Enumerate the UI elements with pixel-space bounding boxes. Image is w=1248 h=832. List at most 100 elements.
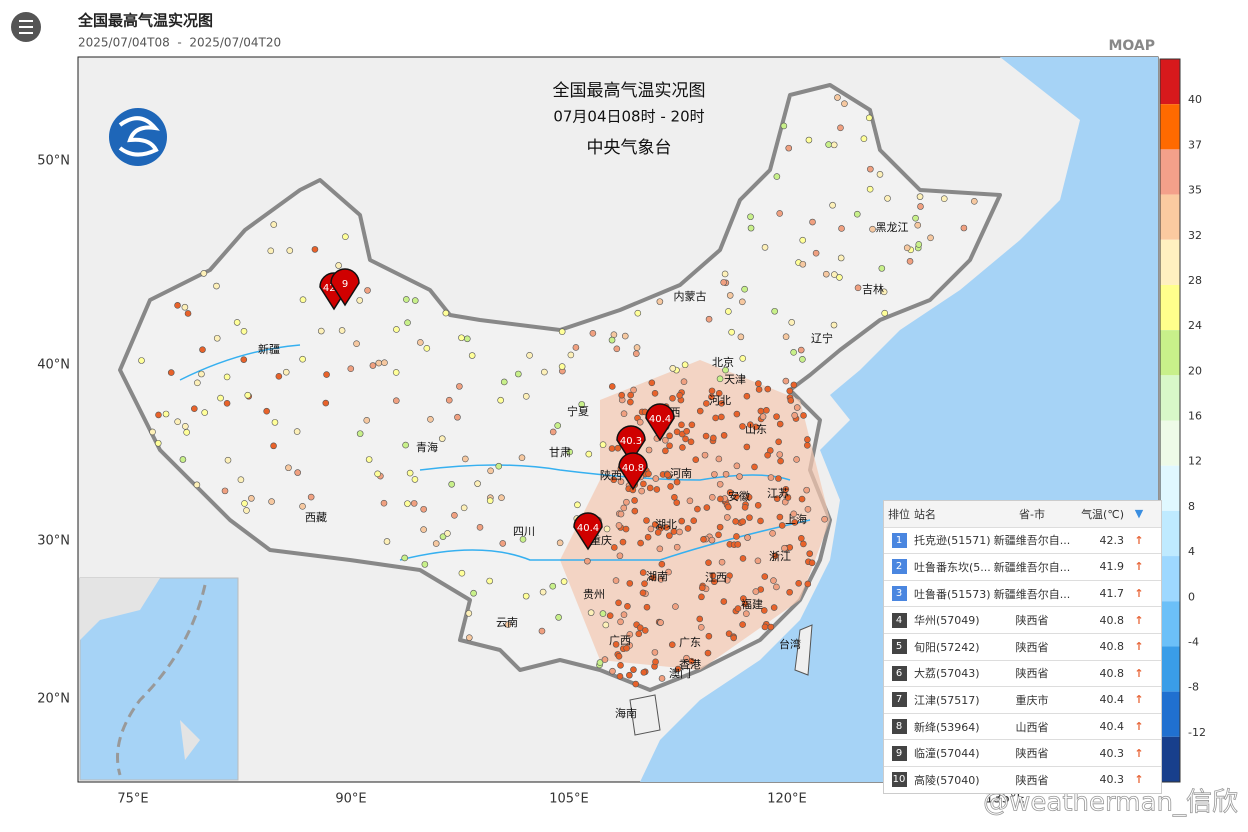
station-dot — [637, 539, 644, 547]
station-dot — [688, 657, 695, 665]
station-dot — [723, 514, 731, 521]
station-dot — [267, 247, 275, 255]
station-dot — [636, 624, 644, 632]
island — [629, 624, 813, 736]
station-dot — [648, 379, 656, 387]
station-dot — [771, 552, 779, 560]
trend-icon: ↑ — [1134, 587, 1144, 601]
station-dot — [643, 517, 650, 524]
station-dot — [639, 589, 647, 597]
station-dot — [672, 603, 679, 610]
rank-cell: 7 — [884, 692, 914, 708]
station-dot — [406, 469, 414, 477]
station-dot — [778, 522, 786, 529]
station-cell: 托克逊(51571) — [914, 534, 991, 548]
station-dot — [458, 569, 466, 577]
trend-icon: ↑ — [1134, 640, 1144, 654]
station-dot — [666, 532, 673, 539]
station-dot — [223, 400, 231, 407]
trend-icon: ↑ — [1134, 613, 1144, 627]
table-row: 8 新绛(53964) 山西省 40.4 ↑ — [884, 712, 1161, 740]
station-dot — [427, 416, 434, 423]
station-dot — [213, 334, 221, 342]
station-dot — [381, 359, 388, 367]
legend-swatch — [1160, 465, 1180, 511]
lon-label: 105°E — [549, 792, 589, 807]
station-dot — [620, 504, 628, 512]
station-cell: 新绛(53964) — [914, 720, 980, 734]
station-dot — [700, 536, 707, 543]
station-dot — [654, 529, 662, 536]
station-dot — [787, 397, 795, 404]
trend-icon: ↑ — [1134, 693, 1144, 707]
region-label: 辽宁 — [811, 331, 833, 345]
legend-label: 24 — [1188, 319, 1202, 332]
station-dot — [830, 321, 838, 329]
legend-label: 28 — [1188, 274, 1202, 287]
station-dot — [865, 114, 873, 122]
station-dot — [915, 241, 923, 248]
station-cell: 吐鲁番东坎(5... — [914, 560, 991, 574]
station-dot — [658, 560, 666, 568]
marker-label: 40.4 — [577, 523, 599, 534]
temp-cell: 41.7 — [1099, 587, 1125, 601]
station-dot — [468, 352, 476, 359]
station-dot — [585, 450, 593, 458]
station-dot — [404, 319, 411, 326]
station-dot — [587, 609, 595, 616]
region-label: 贵州 — [583, 588, 605, 601]
station-dot — [653, 486, 661, 493]
legend-swatch — [1160, 104, 1180, 150]
station-dot — [631, 507, 639, 515]
station-dot — [860, 135, 868, 142]
station-dot — [667, 483, 674, 490]
station-dot — [224, 456, 232, 464]
station-dot — [740, 595, 747, 602]
region-label: 山东 — [745, 423, 767, 436]
time-range: 2025/07/04T08 - 2025/07/04T20 — [78, 36, 281, 50]
inset-boundary — [116, 584, 207, 776]
station-dot — [611, 544, 618, 551]
station-dot — [641, 580, 648, 587]
station-dot — [799, 260, 807, 268]
station-dot — [626, 671, 633, 679]
station-dot — [364, 287, 371, 294]
station-dot — [240, 356, 248, 363]
marker-pin — [645, 403, 675, 442]
station-dot — [651, 389, 659, 397]
rank-badge: 5 — [891, 639, 907, 655]
station-dot — [423, 345, 431, 352]
station-dot — [710, 434, 717, 442]
station-dot — [803, 442, 811, 449]
station-dot — [776, 210, 783, 217]
station-dot — [841, 100, 848, 107]
station-cell: 高陵(57040) — [914, 773, 980, 787]
lon-label: 135°E — [985, 792, 1025, 807]
station-dot — [566, 448, 573, 456]
lat-label: 50°N — [37, 154, 70, 169]
station-dot — [764, 451, 771, 459]
station-dot — [786, 588, 793, 596]
station-dot — [668, 641, 676, 649]
station-dot — [798, 534, 805, 542]
logo-mark — [118, 116, 160, 157]
station-dot — [617, 478, 625, 485]
station-dot — [743, 392, 751, 400]
station-dot — [613, 345, 621, 353]
province-cell: 陕西省 — [1015, 773, 1049, 787]
station-dot — [917, 203, 924, 210]
station-dot — [617, 661, 624, 669]
station-dot — [466, 634, 473, 641]
province-cell: 新疆维吾尔自... — [993, 560, 1071, 574]
rank-cell: 3 — [884, 586, 914, 602]
legend-swatch — [1160, 330, 1180, 376]
province-cell: 陕西省 — [1015, 667, 1049, 681]
legend-label: -8 — [1188, 681, 1199, 694]
station-dot — [602, 621, 610, 629]
station-dot — [673, 478, 681, 486]
station-dot — [781, 544, 788, 552]
station-dot — [621, 332, 629, 340]
station-dot — [970, 198, 978, 205]
station-dot — [804, 436, 811, 443]
station-dot — [549, 428, 557, 436]
